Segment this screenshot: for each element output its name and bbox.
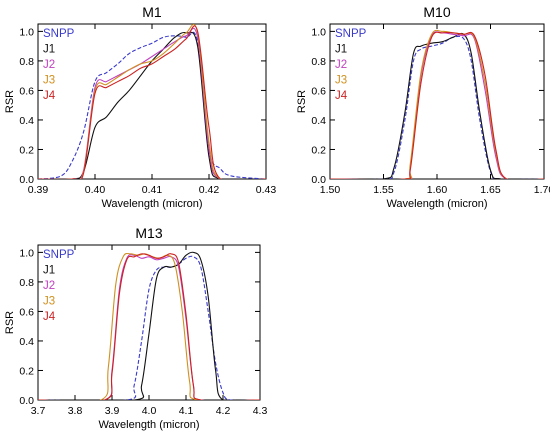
legend-entry-j1: J1 [335, 44, 347, 56]
series-group [330, 29, 544, 179]
x-tick-label: 4.2 [216, 405, 231, 417]
chart-title: M1 [142, 4, 162, 20]
plot-frame [37, 244, 261, 401]
y-tick-label: 0.2 [311, 144, 326, 156]
x-tick-label: 3.9 [105, 405, 120, 417]
x-tick-label: 1.50 [320, 184, 341, 196]
chart-title: M10 [423, 4, 450, 20]
series-group [38, 24, 266, 179]
series-line-j1 [38, 31, 266, 179]
legend-entry-j3: J3 [43, 296, 55, 308]
x-tick-label: 3.8 [68, 405, 83, 417]
plot-frame [37, 23, 267, 180]
legend-entry-j2: J2 [43, 280, 55, 292]
series-line-j4 [38, 25, 266, 179]
x-tick-label: 1.65 [480, 184, 501, 196]
series-line-j2 [38, 27, 266, 179]
series-line-j4 [38, 253, 260, 400]
series-group [38, 251, 260, 400]
y-tick-label: 0.0 [19, 395, 34, 407]
legend-entry-j3: J3 [43, 75, 55, 87]
y-axis-label: RSR [296, 90, 308, 113]
y-axis-label: RSR [4, 90, 16, 113]
legend-entry-j4: J4 [43, 90, 56, 102]
y-tick-label: 0.6 [19, 85, 34, 97]
legend-entry-j2: J2 [43, 59, 55, 71]
x-tick-label: 4.1 [179, 405, 194, 417]
legend-entry-snpp: SNPP [335, 28, 367, 40]
y-tick-label: 0.8 [19, 56, 34, 68]
y-tick-label: 0.4 [311, 115, 326, 127]
series-line-j4 [330, 31, 544, 179]
x-tick-label: 4.3 [253, 405, 268, 417]
series-line-snpp [38, 255, 260, 400]
chart-title: M13 [135, 225, 162, 241]
series-line-j3 [330, 29, 544, 179]
y-tick-label: 1.0 [19, 247, 34, 259]
legend-entry-snpp: SNPP [43, 28, 75, 40]
x-tick-label: 0.40 [85, 184, 106, 196]
x-axis-label: Wavelength (micron) [386, 198, 487, 210]
y-tick-label: 0.6 [19, 306, 34, 318]
legend-entry-j1: J1 [43, 44, 55, 56]
series-line-snpp [330, 35, 544, 179]
x-tick-label: 0.43 [256, 184, 277, 196]
y-axis-label: RSR [4, 311, 16, 334]
y-tick-label: 1.0 [19, 26, 34, 38]
series-line-j2 [330, 31, 544, 179]
chart-panel-m13: M13 3.7 3.8 3.9 4.0 4.1 4.2 4.3 0.0 0.2 0.4 0.6 0.8 1… [4, 225, 267, 431]
x-axis-label: Wavelength (micron) [101, 198, 202, 210]
series-line-j2 [38, 254, 260, 400]
chart-panel-m10: M10 1.50 1.55 1.60 1.65 1.70 0.0 0.2 0.4 0.6 0.8 1.… [296, 4, 550, 210]
y-tick-label: 0.8 [19, 277, 34, 289]
y-tick-label: 0.8 [311, 56, 326, 68]
x-tick-label: 0.42 [199, 184, 220, 196]
legend-entry-snpp: SNPP [43, 249, 75, 261]
plot-frame [329, 23, 545, 180]
y-tick-label: 0.2 [19, 365, 34, 377]
y-tick-label: 0.4 [19, 115, 34, 127]
y-tick-label: 1.0 [311, 26, 326, 38]
legend-entry-j4: J4 [335, 90, 348, 102]
series-line-j3 [38, 252, 260, 400]
legend-entry-j2: J2 [335, 59, 347, 71]
y-tick-label: 0.0 [311, 174, 326, 186]
x-tick-label: 1.70 [534, 184, 550, 196]
y-tick-label: 0.6 [311, 85, 326, 97]
x-tick-label: 1.55 [373, 184, 394, 196]
x-tick-label: 3.7 [31, 405, 46, 417]
y-tick-label: 0.2 [19, 144, 34, 156]
x-axis-label: Wavelength (micron) [98, 419, 199, 431]
x-tick-label: 1.60 [427, 184, 448, 196]
series-line-j1 [38, 251, 260, 400]
y-tick-label: 0.4 [19, 336, 34, 348]
y-tick-label: 0.0 [19, 174, 34, 186]
series-line-snpp [38, 31, 266, 179]
x-tick-label: 0.39 [28, 184, 49, 196]
series-line-j1 [330, 32, 544, 179]
chart-panel-m1: M1 0.39 0.40 0.41 0.42 0.43 0.0 0.2 0.4 0.6 0.8 1.0… [4, 4, 276, 210]
x-tick-label: 0.41 [142, 184, 163, 196]
legend-entry-j3: J3 [335, 75, 347, 87]
x-tick-label: 4.0 [142, 405, 157, 417]
legend-entry-j1: J1 [43, 265, 55, 277]
series-line-j3 [38, 24, 266, 179]
legend-entry-j4: J4 [43, 311, 56, 323]
